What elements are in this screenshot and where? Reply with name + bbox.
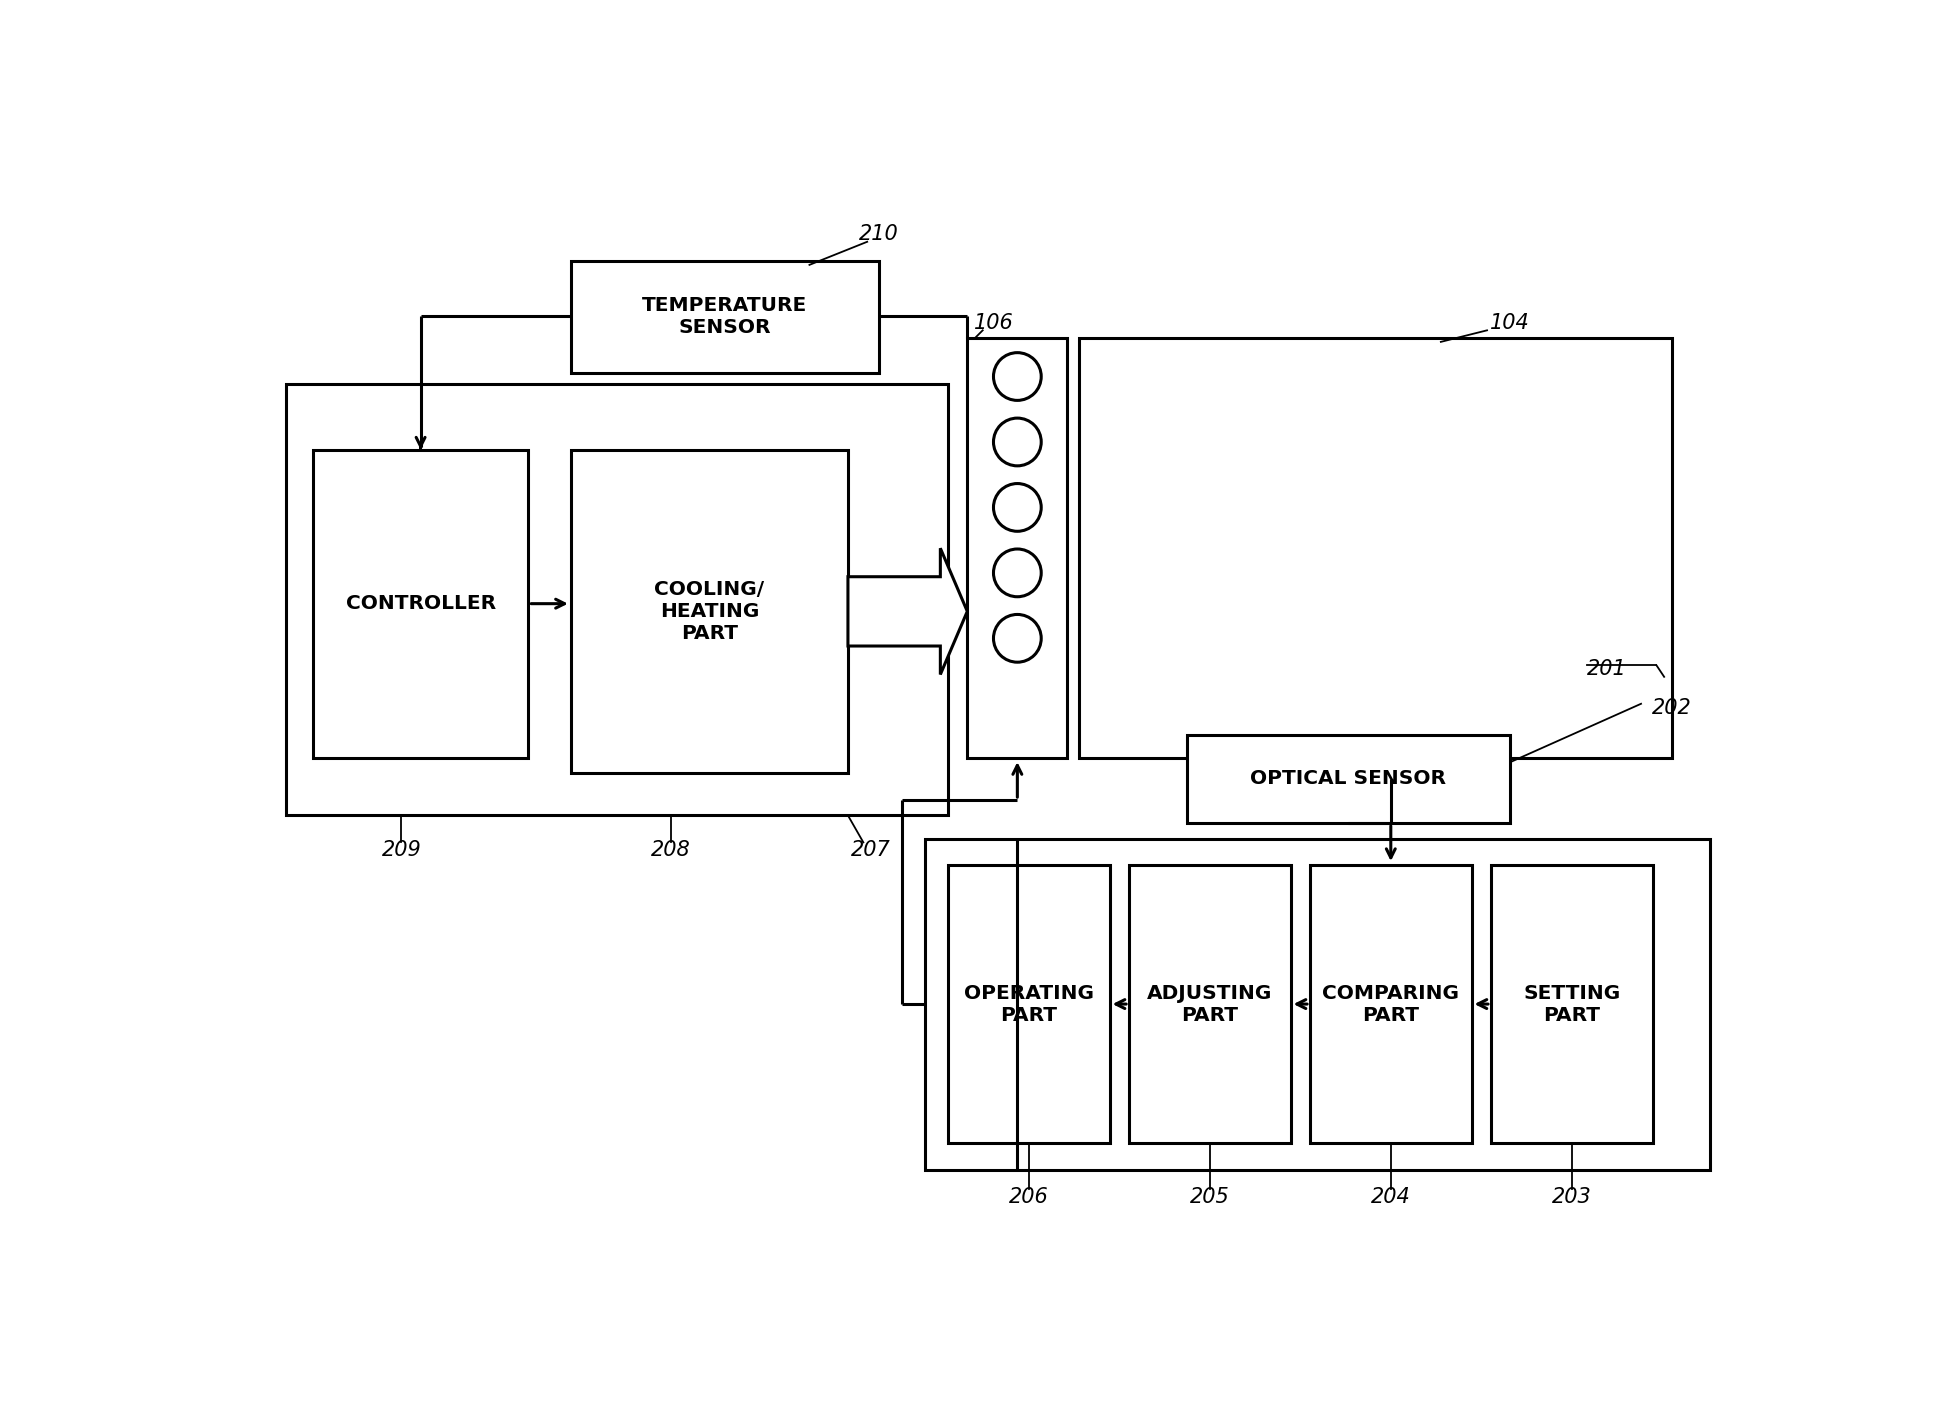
Text: COMPARING
PART: COMPARING PART (1322, 984, 1458, 1025)
Text: 104: 104 (1489, 312, 1530, 333)
Bar (570, 450, 847, 773)
Bar (1309, 865, 1472, 1143)
Text: TEMPERATURE
SENSOR: TEMPERATURE SENSOR (642, 296, 807, 337)
Bar (968, 337, 1066, 757)
Circle shape (993, 418, 1041, 467)
Text: OPERATING
PART: OPERATING PART (964, 984, 1094, 1025)
Text: 210: 210 (859, 224, 898, 244)
Bar (925, 838, 1710, 1170)
Text: 207: 207 (851, 839, 890, 861)
Text: 205: 205 (1189, 1187, 1229, 1207)
Text: OPTICAL SENSOR: OPTICAL SENSOR (1251, 770, 1446, 788)
Text: ADJUSTING
PART: ADJUSTING PART (1146, 984, 1272, 1025)
Bar (1491, 865, 1652, 1143)
Polygon shape (847, 549, 968, 675)
Circle shape (993, 353, 1041, 400)
Text: 209: 209 (382, 839, 421, 861)
Bar (312, 450, 527, 757)
Bar (1128, 865, 1289, 1143)
Text: 202: 202 (1652, 698, 1691, 718)
Text: CONTROLLER: CONTROLLER (345, 594, 494, 613)
Text: 204: 204 (1371, 1187, 1410, 1207)
Text: 203: 203 (1551, 1187, 1590, 1207)
Circle shape (993, 549, 1041, 597)
Text: COOLING/
HEATING
PART: COOLING/ HEATING PART (653, 580, 764, 642)
Bar (1078, 337, 1671, 757)
Text: 106: 106 (973, 312, 1014, 333)
Circle shape (993, 484, 1041, 532)
Bar (285, 384, 948, 815)
Text: 201: 201 (1586, 659, 1625, 679)
Text: 206: 206 (1008, 1187, 1049, 1207)
Bar (1187, 735, 1509, 822)
Text: 208: 208 (652, 839, 690, 861)
Circle shape (993, 614, 1041, 662)
Bar (570, 261, 878, 373)
Text: SETTING
PART: SETTING PART (1522, 984, 1619, 1025)
Bar (948, 865, 1109, 1143)
